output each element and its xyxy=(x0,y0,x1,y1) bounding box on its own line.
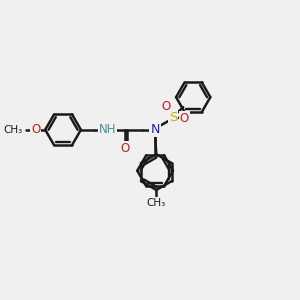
Text: O: O xyxy=(162,100,171,113)
Text: S: S xyxy=(169,111,177,124)
Text: O: O xyxy=(120,142,130,155)
Text: CH₃: CH₃ xyxy=(147,198,166,208)
Text: NH: NH xyxy=(99,123,116,136)
Text: CH₃: CH₃ xyxy=(3,125,22,135)
Text: N: N xyxy=(150,123,160,136)
Text: O: O xyxy=(31,123,40,136)
Text: O: O xyxy=(180,112,189,125)
